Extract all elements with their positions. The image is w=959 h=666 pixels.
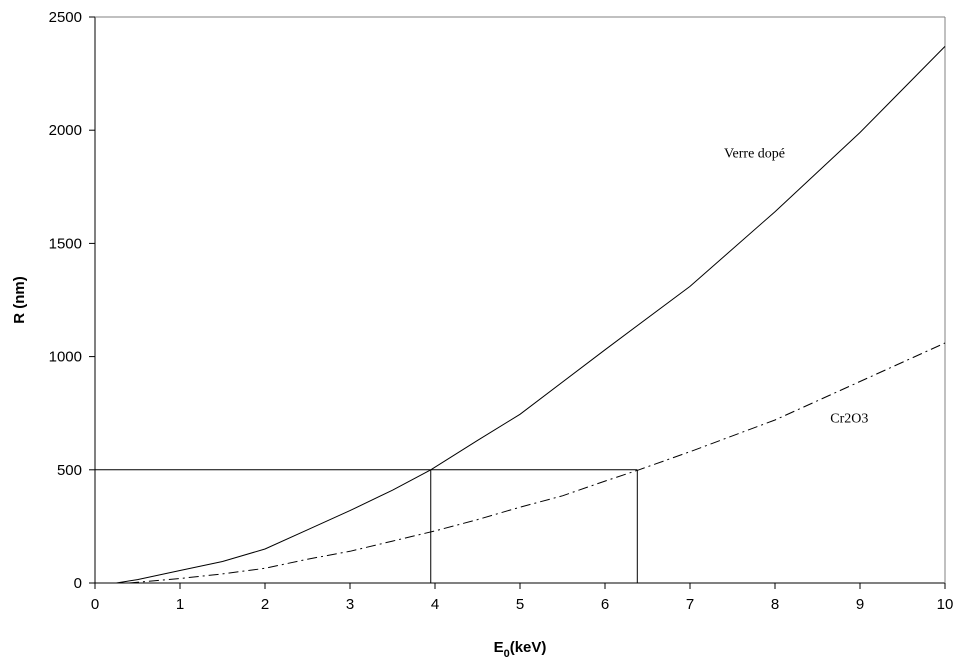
annotation-cr2o3: Cr2O3 xyxy=(830,411,868,426)
annotation-verre-dope: Verre dopé xyxy=(724,146,785,161)
x-axis-title-main: E xyxy=(494,639,504,656)
y-axis-ticks: 0 500 1000 1500 2000 2500 xyxy=(49,9,95,592)
y-tick-label: 1500 xyxy=(49,235,82,252)
x-axis-ticks: 0 1 2 3 4 5 6 7 8 9 10 xyxy=(91,583,954,613)
series-cr2o3-line xyxy=(128,342,946,584)
series-annotations: Verre dopé Cr2O3 xyxy=(724,146,868,426)
y-tick-label: 0 xyxy=(74,575,82,592)
series-group xyxy=(116,46,946,584)
y-tick-label: 2000 xyxy=(49,122,82,139)
y-tick-label: 500 xyxy=(57,462,82,479)
series-verre-dope-line xyxy=(116,46,946,584)
plot-frame xyxy=(94,16,946,584)
x-tick-label: 1 xyxy=(176,596,184,613)
y-tick-label: 1000 xyxy=(49,349,82,366)
x-tick-label: 5 xyxy=(516,596,524,613)
x-tick-label: 9 xyxy=(856,596,864,613)
x-tick-label: 6 xyxy=(601,596,609,613)
x-axis-title: E0(keV) xyxy=(494,639,547,660)
y-tick-label: 2500 xyxy=(49,9,82,26)
x-tick-label: 3 xyxy=(346,596,354,613)
y-axis-title: R (nm) xyxy=(11,276,28,324)
x-tick-label: 10 xyxy=(937,596,954,613)
x-tick-label: 0 xyxy=(91,596,99,613)
x-tick-label: 7 xyxy=(686,596,694,613)
x-axis-title-unit: (keV) xyxy=(510,639,547,656)
x-tick-label: 8 xyxy=(771,596,779,613)
reference-lines xyxy=(95,469,638,583)
x-axis-title-subscript: 0 xyxy=(504,648,510,660)
x-tick-label: 4 xyxy=(431,596,439,613)
x-tick-label: 2 xyxy=(261,596,269,613)
